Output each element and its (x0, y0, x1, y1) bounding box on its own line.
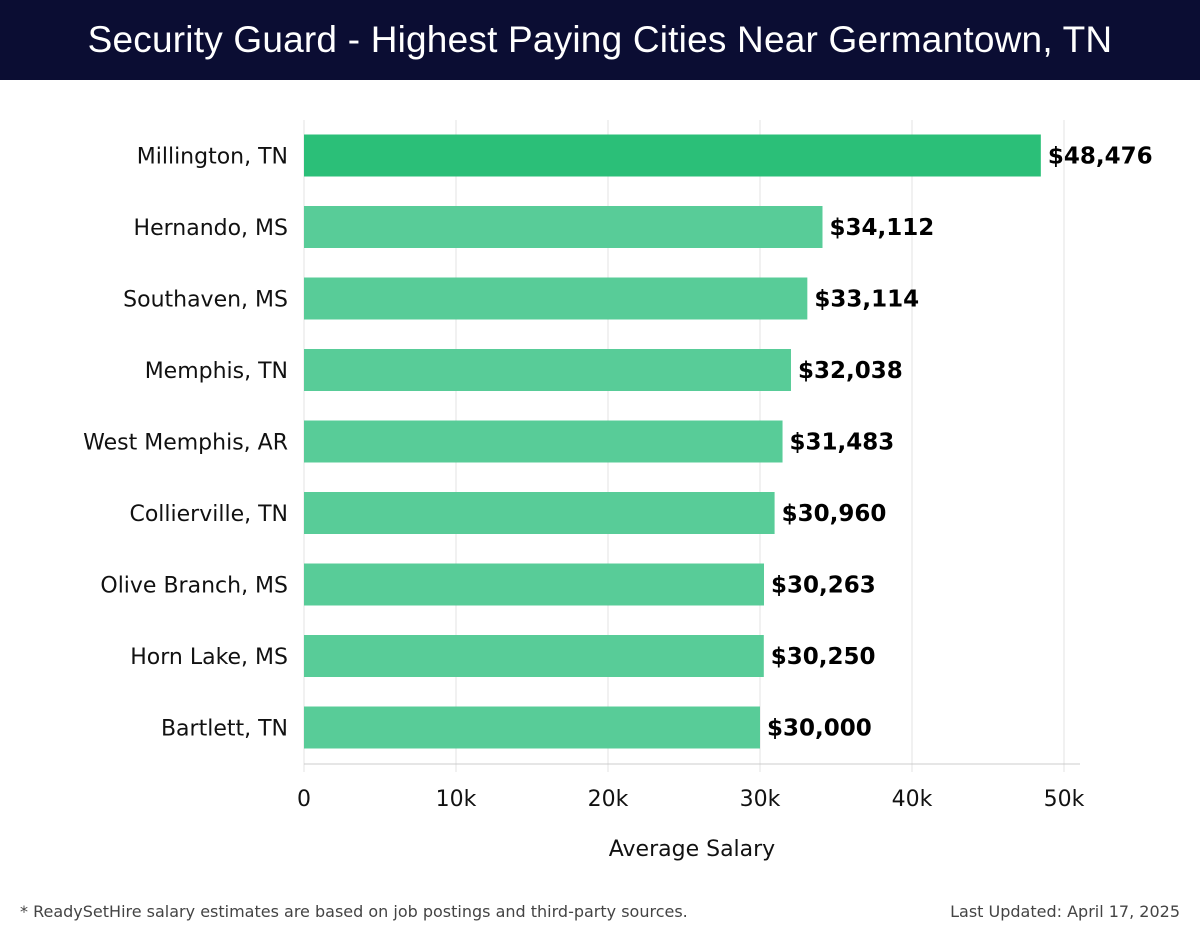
x-tick-label: 0 (297, 787, 311, 812)
x-axis: 0 10k 20k 30k 40k 50k (297, 763, 1085, 812)
category-label: Memphis, TN (145, 359, 288, 384)
salary-bar-chart: Millington, TN $48,476 Hernando, MS $34,112… (83, 120, 1153, 862)
x-tick-label: 20k (588, 787, 629, 812)
bar (304, 492, 775, 534)
category-label: Hernando, MS (134, 216, 288, 241)
value-label: $30,000 (767, 716, 872, 742)
value-label: $33,114 (814, 287, 919, 313)
value-label: $32,038 (798, 358, 903, 384)
bar (304, 706, 760, 749)
category-label: Collierville, TN (129, 502, 288, 527)
category-label: West Memphis, AR (83, 431, 288, 456)
bar (304, 349, 791, 391)
x-tick-label: 30k (740, 787, 781, 812)
bar (304, 420, 783, 463)
header-banner: Security Guard - Highest Paying Cities N… (0, 0, 1200, 80)
x-tick-label: 10k (436, 787, 477, 812)
category-label: Horn Lake, MS (130, 645, 288, 670)
bar (304, 134, 1041, 177)
value-label: $30,263 (771, 573, 876, 599)
x-tick-label: 50k (1044, 787, 1085, 812)
footer-note: * ReadySetHire salary estimates are base… (20, 902, 688, 921)
bar (304, 563, 764, 606)
page-title: Security Guard - Highest Paying Cities N… (87, 19, 1113, 60)
bars-group: Millington, TN $48,476 Hernando, MS $34,112… (83, 134, 1153, 749)
value-label: $48,476 (1048, 144, 1153, 170)
x-axis-title: Average Salary (609, 837, 775, 862)
category-label: Millington, TN (137, 145, 288, 170)
x-tick-label: 40k (892, 787, 933, 812)
bar (304, 206, 823, 248)
value-label: $31,483 (790, 430, 895, 456)
category-label: Southaven, MS (123, 288, 288, 313)
value-label: $30,960 (782, 501, 887, 527)
value-label: $30,250 (771, 644, 876, 670)
category-label: Bartlett, TN (161, 717, 288, 742)
bar (304, 635, 764, 677)
category-label: Olive Branch, MS (100, 574, 288, 599)
bar (304, 277, 808, 320)
value-label: $34,112 (830, 215, 935, 241)
footer-updated: Last Updated: April 17, 2025 (950, 902, 1180, 921)
